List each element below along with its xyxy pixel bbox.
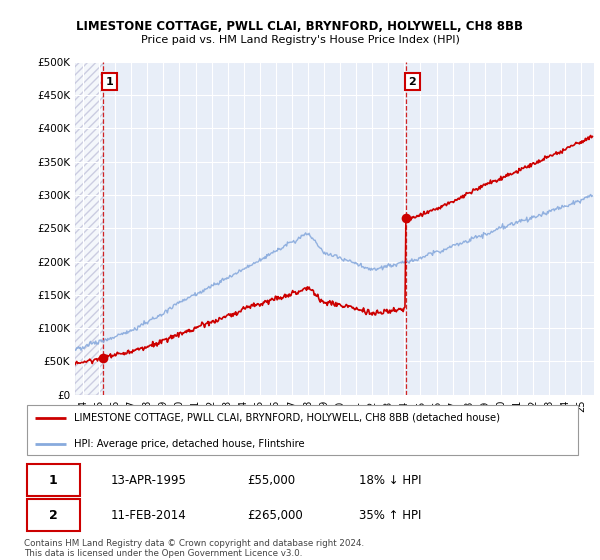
Text: 1: 1 [106, 77, 114, 87]
FancyBboxPatch shape [27, 499, 80, 531]
Text: Contains HM Land Registry data © Crown copyright and database right 2024.
This d: Contains HM Land Registry data © Crown c… [24, 539, 364, 558]
Text: 11-FEB-2014: 11-FEB-2014 [110, 508, 186, 522]
FancyBboxPatch shape [27, 405, 578, 455]
Text: LIMESTONE COTTAGE, PWLL CLAI, BRYNFORD, HOLYWELL, CH8 8BB: LIMESTONE COTTAGE, PWLL CLAI, BRYNFORD, … [77, 20, 523, 32]
Bar [75, 62, 103, 395]
Text: 35% ↑ HPI: 35% ↑ HPI [359, 508, 421, 522]
Text: 1: 1 [49, 474, 58, 487]
Text: 13-APR-1995: 13-APR-1995 [110, 474, 187, 487]
Text: HPI: Average price, detached house, Flintshire: HPI: Average price, detached house, Flin… [74, 438, 305, 449]
Text: Price paid vs. HM Land Registry's House Price Index (HPI): Price paid vs. HM Land Registry's House … [140, 35, 460, 45]
Text: £265,000: £265,000 [247, 508, 303, 522]
FancyBboxPatch shape [27, 464, 80, 496]
Text: 2: 2 [408, 77, 416, 87]
Text: 2: 2 [49, 508, 58, 522]
Text: LIMESTONE COTTAGE, PWLL CLAI, BRYNFORD, HOLYWELL, CH8 8BB (detached house): LIMESTONE COTTAGE, PWLL CLAI, BRYNFORD, … [74, 413, 500, 423]
Text: £55,000: £55,000 [247, 474, 295, 487]
Text: 18% ↓ HPI: 18% ↓ HPI [359, 474, 421, 487]
